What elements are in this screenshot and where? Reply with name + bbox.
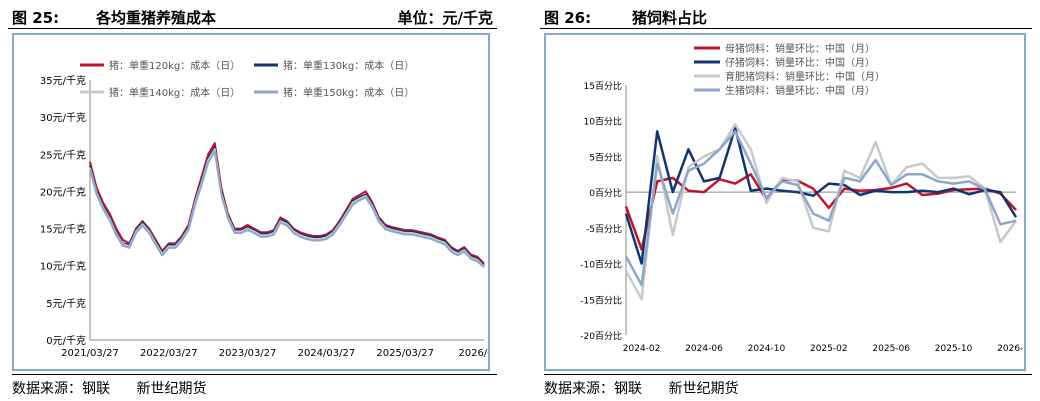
left-x-tick-label: 2025/03/27	[376, 348, 434, 359]
right-y-tick-label: -10百分比	[580, 259, 622, 271]
left-chart-frame: 0元/千克 5元/千克 10元/千克 15元/千克 20元/千克 25元/千克 30元/千克…	[12, 33, 510, 371]
left-legend-label: 猪：单重150kg：成本（日）	[283, 86, 414, 99]
left-source-org: 新世纪期货	[136, 381, 207, 397]
right-source-org: 新世纪期货	[668, 381, 739, 397]
right-y-tick-label: -15百分比	[580, 294, 622, 306]
right-y-tick-label: 10百分比	[584, 116, 622, 128]
right-series-line-3	[624, 123, 1018, 301]
right-source-label: 数据来源：钢联	[544, 381, 642, 397]
right-figure-number: 图 26:	[544, 9, 592, 27]
right-x-tick-label: 2025-02	[810, 344, 848, 354]
left-panel: 图 25: 各均重猪养殖成本 单位：元/千克 0元/千克 5元/千克 10元/千克 1…	[0, 0, 510, 401]
left-legend-label: 猪：单重130kg：成本（日）	[283, 59, 414, 72]
left-footer: 数据来源：钢联 新世纪期货	[12, 374, 497, 398]
right-x-tick-label: 2024-10	[748, 344, 786, 354]
left-legend-label: 猪：单重140kg：成本（日）	[109, 86, 240, 99]
left-y-tick-label: 5元/千克	[46, 298, 86, 310]
left-y-tick-label: 35元/千克	[40, 75, 86, 87]
right-legend-label: 育肥猪饲料：销量环比：中国（月）	[725, 70, 885, 83]
left-series-line-4	[89, 150, 485, 268]
left-y-tick-label: 20元/千克	[40, 186, 86, 198]
right-series-line-4	[624, 130, 1017, 287]
left-chart-title: 各均重猪养殖成本	[96, 9, 217, 27]
left-chart-svg: 0元/千克 5元/千克 10元/千克 15元/千克 20元/千克 25元/千克 30元/千克…	[40, 59, 510, 359]
right-y-tick-label: -5百分比	[586, 223, 622, 235]
left-y-tick-label: 0元/千克	[46, 335, 86, 347]
right-y-tick-label: 0百分比	[589, 187, 622, 199]
right-header: 图 26: 猪饲料占比	[540, 4, 1032, 29]
right-legend-label: 母猪饲料：销量环比：中国（月）	[725, 42, 875, 55]
right-x-tick-label: 2024-06	[685, 344, 723, 354]
left-x-tick-label: 2024/03/27	[298, 348, 356, 359]
right-series-line-2	[624, 126, 1018, 265]
left-figure-number: 图 25:	[12, 9, 60, 27]
right-x-tick-label: 2025-06	[872, 344, 910, 354]
left-x-tick-label: 2023/03/27	[219, 348, 277, 359]
left-source-label: 数据来源：钢联	[12, 381, 110, 397]
left-legend-label: 猪：单重120kg：成本（日）	[109, 59, 240, 72]
left-x-tick-label: 2021/03/27	[61, 348, 119, 359]
right-x-tick-label: 2024-02	[623, 344, 661, 354]
right-panel: 图 26: 猪饲料占比 -20百分比 -15百分比 -10百分比 -5百分比 0百分比 5…	[532, 0, 1040, 401]
right-x-tick-label: 2025-10	[935, 344, 973, 354]
right-footer: 数据来源：钢联 新世纪期货	[544, 374, 1032, 398]
right-x-tick-label: 2026-02	[997, 344, 1024, 354]
right-y-tick-label: 15百分比	[584, 80, 622, 92]
left-x-tick-label: 2026/03/2	[458, 348, 488, 359]
left-series-line-1	[89, 142, 485, 265]
left-y-tick-label: 10元/千克	[40, 261, 86, 273]
left-unit-label: 单位：元/千克	[397, 9, 493, 27]
left-y-tick-label: 30元/千克	[40, 112, 86, 124]
right-y-tick-label: 5百分比	[589, 151, 622, 163]
right-chart-title: 猪饲料占比	[632, 9, 708, 27]
right-y-tick-label: -20百分比	[580, 330, 622, 342]
left-series-line-2	[89, 145, 485, 266]
left-series-line-3	[89, 148, 485, 268]
right-legend-label: 生猪饲料：销量环比：中国（月）	[725, 84, 875, 97]
left-x-tick-label: 2022/03/27	[140, 348, 198, 359]
right-legend-label: 仔猪饲料：销量环比：中国（月）	[725, 56, 875, 69]
right-series-line-1	[624, 173, 1017, 251]
left-header: 图 25: 各均重猪养殖成本 单位：元/千克	[8, 4, 497, 29]
left-y-tick-label: 25元/千克	[40, 149, 86, 161]
right-chart-svg: -20百分比 -15百分比 -10百分比 -5百分比 0百分比 5百分比 10百分比 15百分…	[580, 42, 1035, 354]
right-chart-frame: -20百分比 -15百分比 -10百分比 -5百分比 0百分比 5百分比 10百分比 15百分…	[544, 33, 1035, 371]
left-y-tick-label: 15元/千克	[40, 224, 86, 236]
